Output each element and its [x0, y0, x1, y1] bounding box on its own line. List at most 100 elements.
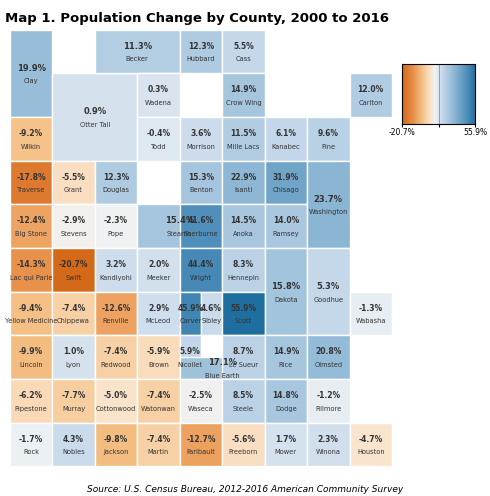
FancyBboxPatch shape [222, 161, 265, 204]
Text: McLeod: McLeod [146, 318, 171, 324]
FancyBboxPatch shape [52, 423, 95, 466]
Text: Hennepin: Hennepin [227, 275, 259, 281]
Text: Becker: Becker [126, 57, 148, 62]
Text: Martin: Martin [148, 449, 169, 455]
Text: Map 1. Population Change by County, 2000 to 2016: Map 1. Population Change by County, 2000… [5, 12, 389, 25]
Text: Olmsted: Olmsted [314, 362, 343, 368]
FancyBboxPatch shape [10, 248, 52, 292]
Text: -1.2%: -1.2% [316, 391, 341, 400]
Text: Winona: Winona [316, 449, 341, 455]
Text: 4.6%: 4.6% [201, 304, 222, 313]
Text: Meeker: Meeker [146, 275, 171, 281]
Text: Otter Tail: Otter Tail [79, 122, 110, 128]
Text: 11.5%: 11.5% [230, 129, 256, 138]
FancyBboxPatch shape [307, 248, 349, 335]
Text: 14.0%: 14.0% [273, 216, 299, 226]
FancyBboxPatch shape [95, 204, 137, 248]
FancyBboxPatch shape [180, 357, 265, 379]
Text: Benton: Benton [189, 187, 213, 193]
FancyBboxPatch shape [222, 30, 265, 73]
FancyBboxPatch shape [222, 335, 265, 379]
Text: 5.3%: 5.3% [317, 282, 340, 291]
Text: 2.3%: 2.3% [318, 434, 339, 444]
FancyBboxPatch shape [265, 117, 307, 161]
FancyBboxPatch shape [137, 248, 180, 292]
Text: 14.8%: 14.8% [272, 391, 299, 400]
Text: -9.2%: -9.2% [19, 129, 43, 138]
FancyBboxPatch shape [10, 204, 52, 248]
FancyBboxPatch shape [307, 379, 349, 423]
Text: Redwood: Redwood [100, 362, 131, 368]
FancyBboxPatch shape [180, 423, 222, 466]
Text: 22.9%: 22.9% [230, 173, 256, 182]
FancyBboxPatch shape [180, 379, 222, 423]
FancyBboxPatch shape [52, 292, 95, 335]
Text: Lac qui Parle: Lac qui Parle [10, 275, 52, 281]
Text: 14.9%: 14.9% [273, 347, 299, 357]
Text: Murray: Murray [62, 406, 85, 412]
Text: Waseca: Waseca [188, 406, 214, 412]
FancyBboxPatch shape [222, 379, 265, 423]
FancyBboxPatch shape [349, 73, 392, 117]
Text: 5.5%: 5.5% [233, 42, 254, 51]
FancyBboxPatch shape [10, 117, 52, 161]
Text: Lyon: Lyon [66, 362, 81, 368]
FancyBboxPatch shape [95, 292, 137, 335]
FancyBboxPatch shape [349, 423, 392, 466]
Text: -4.7%: -4.7% [359, 434, 383, 444]
Text: -2.3%: -2.3% [104, 216, 128, 226]
Text: -5.6%: -5.6% [231, 434, 255, 444]
FancyBboxPatch shape [137, 292, 180, 335]
Text: 45.9%: 45.9% [177, 304, 203, 313]
FancyBboxPatch shape [52, 161, 95, 204]
Text: 14.5%: 14.5% [230, 216, 256, 226]
Text: Pine: Pine [321, 144, 335, 150]
Text: -1.7%: -1.7% [19, 434, 43, 444]
Text: 0.3%: 0.3% [148, 85, 169, 95]
Text: Stevens: Stevens [60, 231, 87, 237]
Text: 12.0%: 12.0% [358, 85, 384, 95]
Text: 3.6%: 3.6% [191, 129, 211, 138]
Text: Hubbard: Hubbard [187, 57, 215, 62]
FancyBboxPatch shape [222, 292, 265, 335]
Text: 2.9%: 2.9% [148, 304, 169, 313]
FancyBboxPatch shape [10, 292, 52, 335]
Text: 5.9%: 5.9% [180, 347, 201, 357]
FancyBboxPatch shape [137, 335, 180, 379]
Text: -9.8%: -9.8% [104, 434, 128, 444]
FancyBboxPatch shape [137, 423, 180, 466]
Text: Houston: Houston [357, 449, 385, 455]
Text: Mille Lacs: Mille Lacs [227, 144, 260, 150]
FancyBboxPatch shape [222, 204, 265, 248]
Text: -12.7%: -12.7% [186, 434, 216, 444]
Text: Swift: Swift [65, 275, 82, 281]
Text: -12.4%: -12.4% [16, 216, 46, 226]
FancyBboxPatch shape [95, 161, 137, 204]
FancyBboxPatch shape [180, 292, 201, 335]
Text: 12.3%: 12.3% [103, 173, 129, 182]
Text: 1.7%: 1.7% [275, 434, 296, 444]
Text: Grant: Grant [64, 187, 83, 193]
Text: Stearns: Stearns [167, 231, 193, 237]
Text: Wilkin: Wilkin [21, 144, 41, 150]
Text: Le Sueur: Le Sueur [229, 362, 258, 368]
Text: Wright: Wright [190, 275, 212, 281]
Text: Rock: Rock [23, 449, 39, 455]
FancyBboxPatch shape [180, 248, 222, 292]
Text: 0.9%: 0.9% [83, 107, 106, 117]
FancyBboxPatch shape [95, 30, 180, 73]
FancyBboxPatch shape [180, 161, 222, 204]
FancyBboxPatch shape [10, 30, 52, 117]
Text: 41.6%: 41.6% [188, 216, 214, 226]
FancyBboxPatch shape [265, 248, 307, 335]
Text: -7.4%: -7.4% [147, 434, 171, 444]
FancyBboxPatch shape [180, 204, 222, 248]
Text: Blue Earth: Blue Earth [205, 373, 240, 379]
FancyBboxPatch shape [95, 423, 137, 466]
Text: -5.5%: -5.5% [62, 173, 85, 182]
FancyBboxPatch shape [52, 335, 95, 379]
Text: -5.0%: -5.0% [104, 391, 128, 400]
Text: 6.1%: 6.1% [275, 129, 296, 138]
Text: Jackson: Jackson [103, 449, 129, 455]
Text: Renville: Renville [103, 318, 129, 324]
